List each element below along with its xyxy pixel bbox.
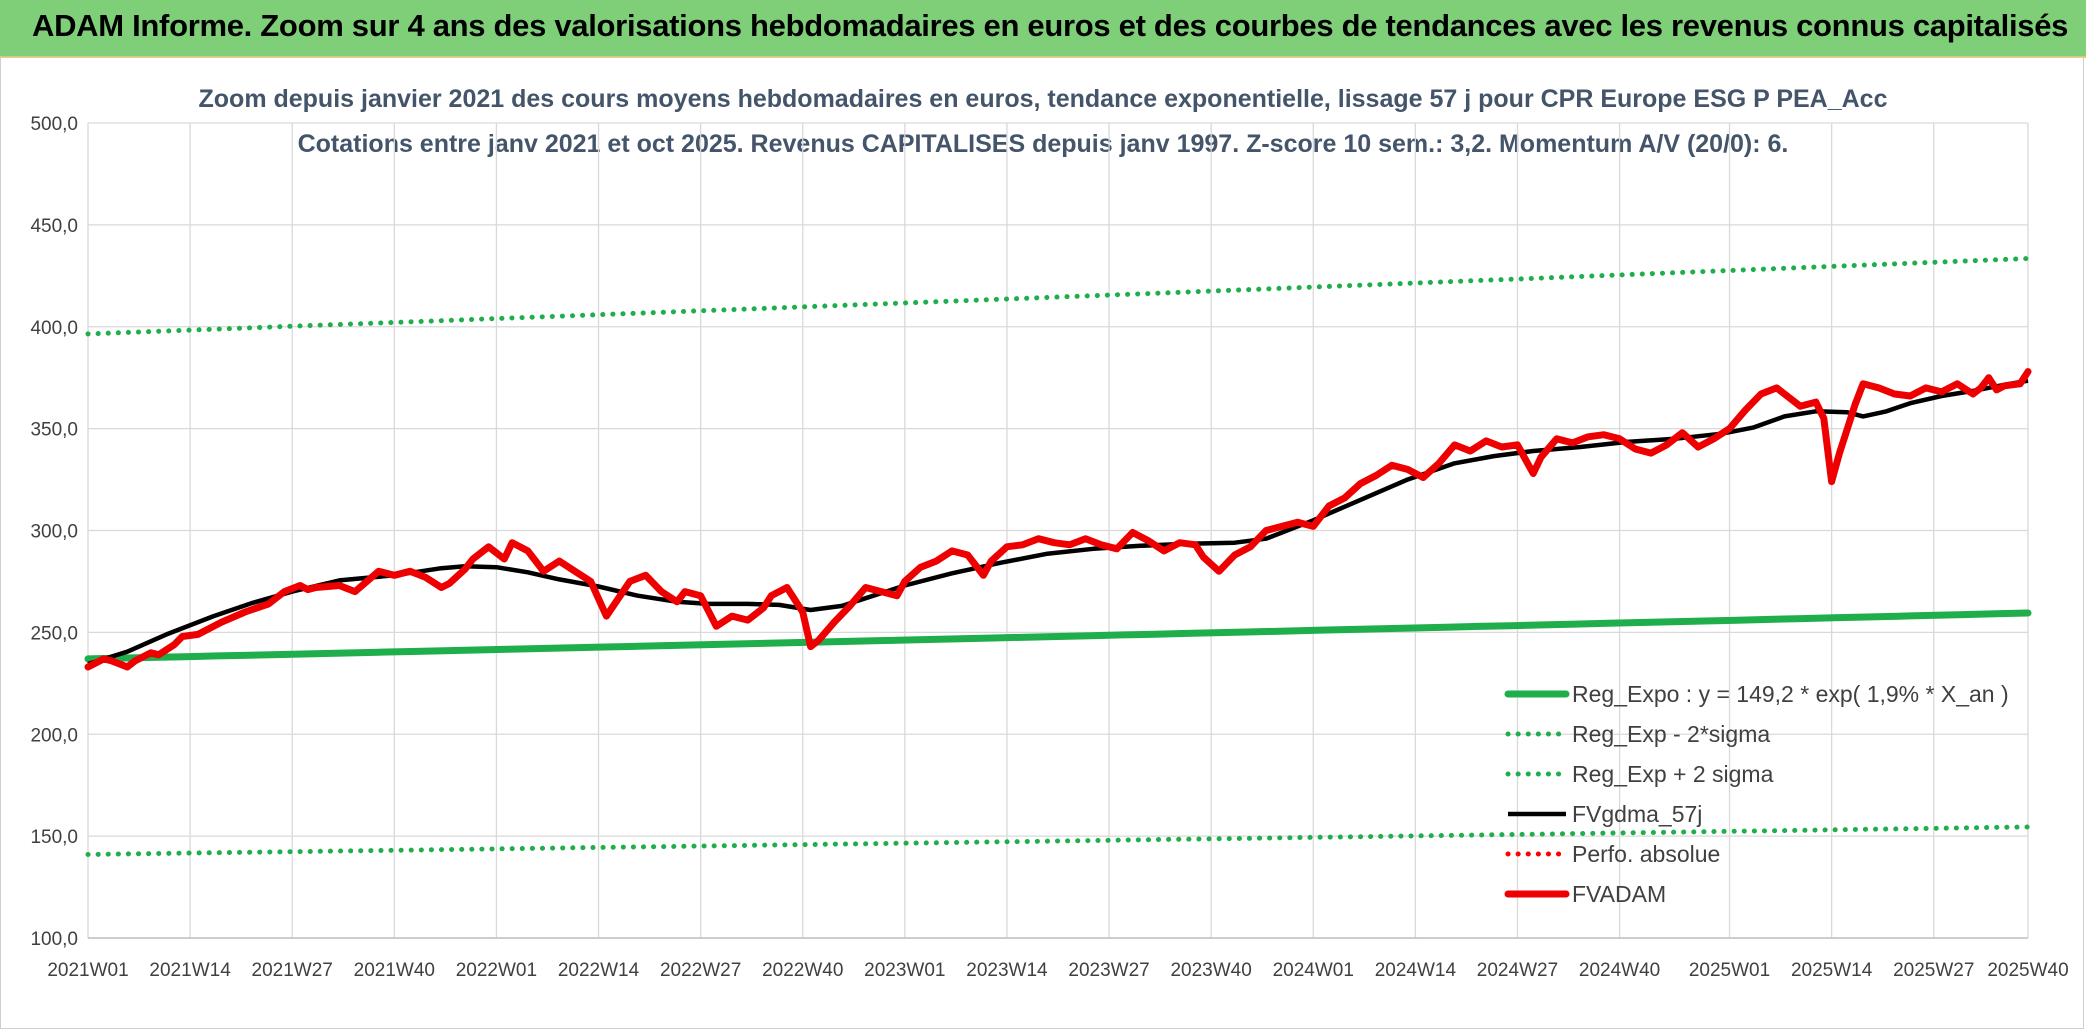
x-tick-label: 2024W14 <box>1375 960 1457 981</box>
y-tick-label: 450,0 <box>30 216 78 237</box>
x-tick-label: 2021W27 <box>252 960 333 981</box>
x-tick-label: 2024W01 <box>1273 960 1354 981</box>
legend-label: Perfo. absolue <box>1572 841 1720 867</box>
x-tick-label: 2023W27 <box>1068 960 1149 981</box>
x-tick-label: 2021W40 <box>354 960 435 981</box>
legend-label: FVgdma_57j <box>1572 801 1702 827</box>
x-tick-label: 2022W01 <box>456 960 537 981</box>
legend-label: Reg_Expo : y = 149,2 * exp( 1,9% * X_an … <box>1572 681 2009 707</box>
y-tick-label: 500,0 <box>30 114 78 135</box>
x-tick-label: 2021W01 <box>47 960 128 981</box>
y-axis: 100,0 150,0 200,0 250,0 300,0 350,0 400,0 450,0… <box>30 114 78 950</box>
series-line-reg-exp <box>85 256 2031 337</box>
y-tick-label: 350,0 <box>30 420 78 441</box>
grid-lines <box>87 122 2029 939</box>
y-tick-label: 400,0 <box>30 318 78 339</box>
x-tick-label: 2023W14 <box>966 960 1048 981</box>
x-axis: 2021W01 2021W14 2021W27 2021W40 2022W01 2022W… <box>47 937 2069 981</box>
report-banner: ADAM Informe. Zoom sur 4 ans des valoris… <box>0 0 2086 58</box>
legend-label: Reg_Exp + 2 sigma <box>1572 761 1774 787</box>
legend: Reg_Expo : y = 149,2 * exp( 1,9% * X_an … <box>1504 681 2009 907</box>
series-line-reg-expo <box>84 609 2032 663</box>
series-group <box>84 256 2032 857</box>
x-tick-label: 2024W27 <box>1477 960 1558 981</box>
chart-title: Zoom depuis janvier 2021 des cours moyen… <box>199 85 1888 113</box>
x-tick-label: 2025W14 <box>1791 960 1873 981</box>
x-tick-label: 2023W40 <box>1170 960 1251 981</box>
chart-subtitle: Cotations entre janv 2021 et oct 2025. R… <box>298 130 1789 158</box>
series-line-fvadam <box>84 368 2032 671</box>
series-line-fvgdma-57j <box>87 378 2029 667</box>
legend-label: FVADAM <box>1572 881 1666 907</box>
x-tick-label: 2025W27 <box>1893 960 1974 981</box>
x-tick-label: 2024W40 <box>1579 960 1660 981</box>
legend-label: Reg_Exp - 2*sigma <box>1572 721 1770 747</box>
report-title: ADAM Informe. Zoom sur 4 ans des valoris… <box>32 8 2069 43</box>
x-tick-label: 2022W40 <box>762 960 843 981</box>
x-tick-label: 2022W14 <box>558 960 640 981</box>
x-tick-label: 2021W14 <box>149 960 231 981</box>
y-tick-label: 250,0 <box>30 623 78 644</box>
y-tick-label: 100,0 <box>30 929 78 950</box>
y-tick-label: 300,0 <box>30 522 78 543</box>
series-line-reg-exp <box>85 824 2031 857</box>
x-tick-label: 2025W40 <box>1987 960 2068 981</box>
x-tick-label: 2023W01 <box>864 960 945 981</box>
x-tick-label: 2022W27 <box>660 960 741 981</box>
y-tick-label: 200,0 <box>30 725 78 746</box>
y-tick-label: 150,0 <box>30 827 78 848</box>
chart-frame <box>0 57 2084 1029</box>
x-tick-label: 2025W01 <box>1689 960 1770 981</box>
